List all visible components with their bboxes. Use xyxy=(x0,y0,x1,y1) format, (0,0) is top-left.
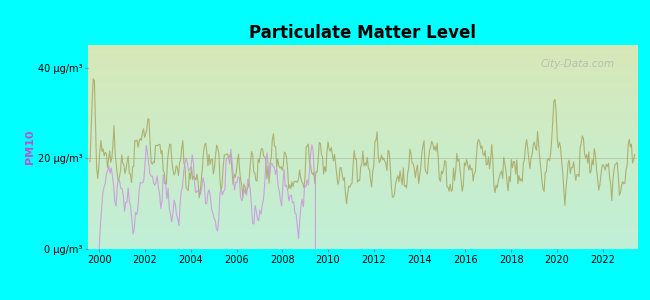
Title: Particulate Matter Level: Particulate Matter Level xyxy=(249,24,476,42)
Y-axis label: PM10: PM10 xyxy=(25,130,35,164)
Text: City-Data.com: City-Data.com xyxy=(541,59,615,69)
